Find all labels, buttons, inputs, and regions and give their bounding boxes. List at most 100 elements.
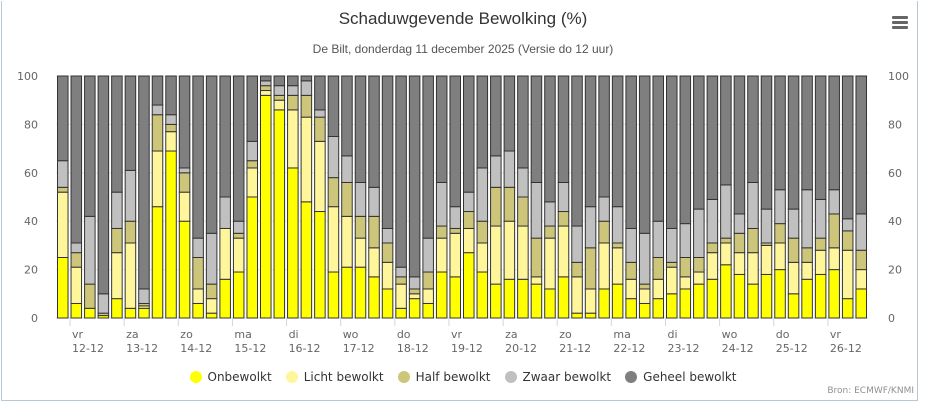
bar-segment-zwaar-bewolkt — [70, 242, 83, 254]
x-tick-date: 18-12 — [397, 342, 429, 355]
bar-segment-half-bewolkt — [273, 94, 286, 101]
bar-segment-licht-bewolkt — [287, 109, 299, 169]
x-tick-day: zo — [180, 328, 193, 341]
bar-segment-zwaar-bewolkt — [381, 227, 394, 244]
bar-segment-half-bewolkt — [571, 261, 583, 278]
bar-segment-onbewolkt — [666, 293, 678, 319]
x-tick-day: zo — [559, 328, 572, 341]
hamburger-menu-icon[interactable] — [892, 16, 908, 30]
bar-segment-onbewolkt — [151, 206, 164, 319]
bar-segment-licht-bewolkt — [314, 140, 326, 213]
legend-item[interactable]: Geheel bewolkt — [625, 370, 737, 384]
bar-segment-geheel-bewolkt — [841, 75, 854, 220]
legend-item[interactable]: Licht bewolkt — [285, 370, 384, 384]
bar-segment-geheel-bewolkt — [666, 75, 678, 229]
bar-segment-onbewolkt — [449, 276, 462, 319]
bar-segment-half-bewolkt — [584, 247, 597, 290]
bar-segment-onbewolkt — [205, 312, 218, 319]
bar-segment-licht-bewolkt — [395, 283, 407, 309]
bar-segment-onbewolkt — [273, 109, 286, 319]
bar-segment-zwaar-bewolkt — [463, 191, 475, 213]
bar-segment-half-bewolkt — [625, 261, 637, 280]
bar-segment-geheel-bewolkt — [814, 75, 827, 200]
x-tick-date: 12-12 — [72, 342, 104, 355]
bar-segment-geheel-bewolkt — [178, 75, 191, 169]
bar-segment-geheel-bewolkt — [855, 75, 868, 215]
bar-segment-half-bewolkt — [693, 257, 705, 273]
x-tick-date: 17-12 — [343, 342, 375, 355]
bar-segment-zwaar-bewolkt — [287, 85, 299, 96]
source-credit: Bron: ECMWF/KNMI — [827, 386, 914, 396]
bar-segment-geheel-bewolkt — [584, 75, 597, 208]
bar-segment-zwaar-bewolkt — [246, 140, 258, 162]
bar-segment-zwaar-bewolkt — [841, 218, 854, 232]
bar-segment-half-bewolkt — [801, 247, 813, 263]
bar-segment-geheel-bewolkt — [571, 75, 583, 227]
y-tick-label-left: 100 — [17, 70, 38, 83]
x-tick-date: 23-12 — [668, 342, 700, 355]
bar-segment-onbewolkt — [706, 278, 719, 319]
bar-segment-zwaar-bewolkt — [652, 220, 665, 258]
bar-segment-geheel-bewolkt — [381, 75, 394, 229]
bar-segment-geheel-bewolkt — [787, 75, 800, 210]
bar-segment-licht-bewolkt — [814, 249, 827, 275]
bar-segment-licht-bewolkt — [151, 150, 164, 208]
bar-segment-geheel-bewolkt — [70, 75, 83, 244]
bar-segment-licht-bewolkt — [801, 261, 813, 280]
x-tick-date: 22-12 — [613, 342, 645, 355]
bar-segment-half-bewolkt — [395, 276, 407, 285]
x-tick-day: wo — [343, 328, 359, 341]
bar-segment-zwaar-bewolkt — [300, 80, 313, 96]
bar-segment-zwaar-bewolkt — [395, 266, 407, 278]
bar-segment-licht-bewolkt — [300, 116, 313, 203]
bar-segment-onbewolkt — [219, 278, 231, 319]
bar-segment-onbewolkt — [625, 298, 637, 319]
bar-segment-zwaar-bewolkt — [693, 208, 705, 259]
bar-segment-licht-bewolkt — [517, 225, 529, 280]
y-tick-label-right: 40 — [888, 215, 902, 228]
bar-segment-half-bewolkt — [841, 230, 854, 251]
bar-segment-zwaar-bewolkt — [517, 167, 529, 198]
x-tick-date: 16-12 — [289, 342, 321, 355]
bar-segment-zwaar-bewolkt — [232, 220, 245, 234]
bar-segment-geheel-bewolkt — [598, 75, 610, 198]
bar-segment-onbewolkt — [287, 167, 299, 319]
legend-item[interactable]: Onbewolkt — [189, 370, 272, 384]
bar-segment-geheel-bewolkt — [774, 75, 786, 191]
bar-segment-half-bewolkt — [638, 283, 651, 290]
bar-segment-zwaar-bewolkt — [192, 237, 204, 258]
bar-segment-zwaar-bewolkt — [638, 232, 651, 285]
bar-segment-geheel-bewolkt — [232, 75, 245, 222]
x-tick-date: 26-12 — [830, 342, 862, 355]
bar-segment-geheel-bewolkt — [300, 75, 313, 82]
legend-item[interactable]: Zwaar bewolkt — [504, 370, 612, 384]
bar-segment-zwaar-bewolkt — [422, 237, 434, 273]
bar-segment-half-bewolkt — [814, 237, 827, 251]
bar-segment-licht-bewolkt — [774, 242, 786, 271]
bar-segment-onbewolkt — [571, 312, 583, 319]
legend-dot-icon — [285, 371, 298, 383]
bar-segment-zwaar-bewolkt — [801, 189, 813, 249]
bar-segment-onbewolkt — [490, 283, 502, 319]
legend-label: Zwaar bewolkt — [522, 370, 612, 384]
bar-segment-geheel-bewolkt — [463, 75, 475, 193]
legend-dot-icon — [397, 371, 410, 383]
bar-segment-geheel-bewolkt — [706, 75, 719, 200]
x-tick-day: do — [776, 328, 790, 341]
legend-item[interactable]: Half bewolkt — [397, 370, 491, 384]
bar-segment-onbewolkt — [503, 278, 516, 319]
bar-segment-half-bewolkt — [828, 213, 840, 249]
x-tick-date: 13-12 — [126, 342, 158, 355]
bar-segment-zwaar-bewolkt — [584, 206, 597, 249]
bar-segment-onbewolkt — [435, 271, 448, 319]
bar-segment-onbewolkt — [841, 298, 854, 319]
bar-segment-geheel-bewolkt — [435, 75, 448, 183]
bar-segment-half-bewolkt — [151, 114, 164, 152]
chart-title: Schaduwgevende Bewolking (%) — [338, 9, 588, 28]
bar-segment-zwaar-bewolkt — [855, 213, 868, 251]
bar-segment-licht-bewolkt — [219, 227, 231, 280]
bar-segment-half-bewolkt — [490, 186, 502, 227]
bar-segment-licht-bewolkt — [232, 237, 245, 273]
bar-segment-licht-bewolkt — [205, 298, 218, 314]
